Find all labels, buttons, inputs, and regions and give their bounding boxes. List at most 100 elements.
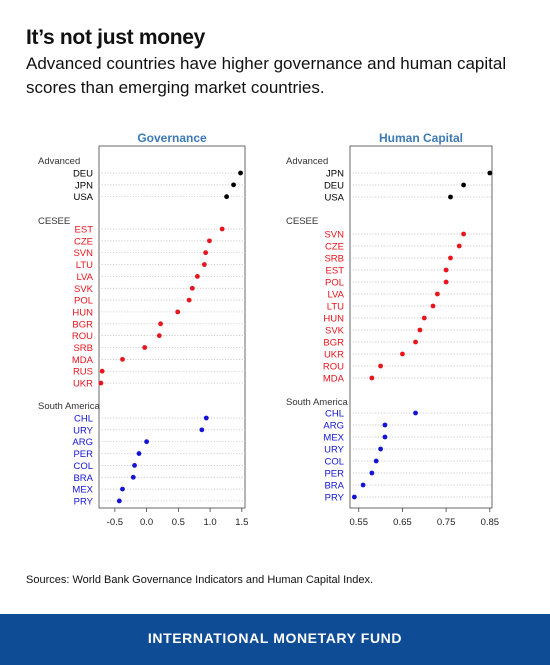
country-label: EST [326,266,345,277]
data-point [142,345,148,350]
data-point [99,368,105,374]
data-point [421,315,427,321]
country-label: SVK [325,326,345,337]
country-label: JPN [75,180,93,191]
group-header: Advanced [286,156,328,167]
data-point [413,410,418,416]
data-point [443,267,449,273]
country-label: LTU [327,302,344,313]
plot-frame [349,145,493,509]
data-point [98,380,104,386]
data-point [144,439,150,445]
data-point [132,463,137,468]
country-label: POL [74,296,93,307]
country-label: CHL [325,409,344,420]
data-point [382,422,388,428]
country-label: POL [325,278,344,289]
data-point [175,309,181,315]
country-label: HUN [72,307,93,318]
country-label: ARG [323,421,344,432]
governance-chart: GovernanceAdvancedDEUJPNUSACESEEESTCZESV… [38,131,248,528]
group-header: South America [286,397,348,408]
country-label: LTU [76,260,93,271]
data-point [203,415,209,421]
data-point [189,285,195,291]
data-point [461,182,466,188]
data-point [186,297,192,303]
data-point [201,262,207,267]
data-point [130,474,136,480]
data-point [158,321,163,327]
x-tick-label: 0.65 [393,517,412,528]
country-label: LVA [327,290,344,301]
data-point [360,482,366,488]
country-label: CZE [74,236,93,247]
page-subtitle: Advanced countries have higher governanc… [26,54,507,97]
country-label: SRB [324,254,344,265]
data-point [207,238,212,244]
country-label: SVK [74,284,94,295]
data-point [378,363,383,369]
country-label: BGR [72,319,93,330]
data-point [487,170,493,176]
data-point [116,498,122,504]
data-point [136,451,142,456]
country-label: SRB [73,343,93,354]
country-label: PRY [74,496,94,507]
data-point [461,231,466,237]
country-label: PER [324,469,344,480]
country-label: DEU [73,169,93,180]
x-tick-label: 0.55 [349,517,368,528]
footer-bar: INTERNATIONAL MONETARY FUND [0,614,550,665]
data-point [219,226,225,232]
data-point [156,333,162,339]
source-note: Sources: World Bank Governance Indicator… [26,574,374,586]
data-point [434,291,440,297]
data-point [369,375,375,381]
data-point [373,458,379,464]
data-point [120,356,125,362]
plot-frame [98,145,246,509]
country-label: SVN [73,248,93,259]
country-label: COL [73,461,93,472]
country-label: COL [324,457,344,468]
country-label: USA [73,192,93,203]
country-label: SVN [324,230,344,241]
data-point [351,494,357,500]
data-point [456,243,462,249]
footer-label: INTERNATIONAL MONETARY FUND [147,630,403,646]
country-label: LVA [76,272,93,283]
country-label: MEX [72,485,93,496]
data-point [430,303,436,309]
x-tick-label: 1.5 [235,517,248,528]
x-tick-label: -0.5 [107,517,123,528]
x-tick-label: 0.85 [481,517,500,528]
x-tick-label: 0.5 [172,517,185,528]
country-label: MDA [72,355,94,366]
country-label: CZE [325,242,344,253]
data-point [369,470,375,476]
data-point [443,279,449,285]
group-header: South America [38,401,100,412]
country-label: URY [73,425,94,436]
data-point [448,255,453,261]
country-label: MDA [323,374,345,385]
data-point [417,327,423,333]
country-label: URY [324,445,345,456]
country-label: UKR [324,350,344,361]
country-label: PRY [325,493,345,504]
group-header: CESEE [286,216,318,227]
data-point [120,486,125,492]
chart-title: Human Capital [379,131,463,145]
x-tick-label: 0.75 [437,517,456,528]
country-label: EST [75,225,94,236]
country-label: ARG [72,437,93,448]
governance-chart-panel: Governance Advanced DEU JPN USA CESEE EST CZE SV… [36,128,256,533]
data-point [194,274,200,279]
group-header: CESEE [38,216,70,227]
country-label: PER [73,449,93,460]
data-point [238,170,243,176]
country-label: JPN [326,169,344,180]
data-point [378,446,383,452]
country-label: UKR [73,379,93,390]
